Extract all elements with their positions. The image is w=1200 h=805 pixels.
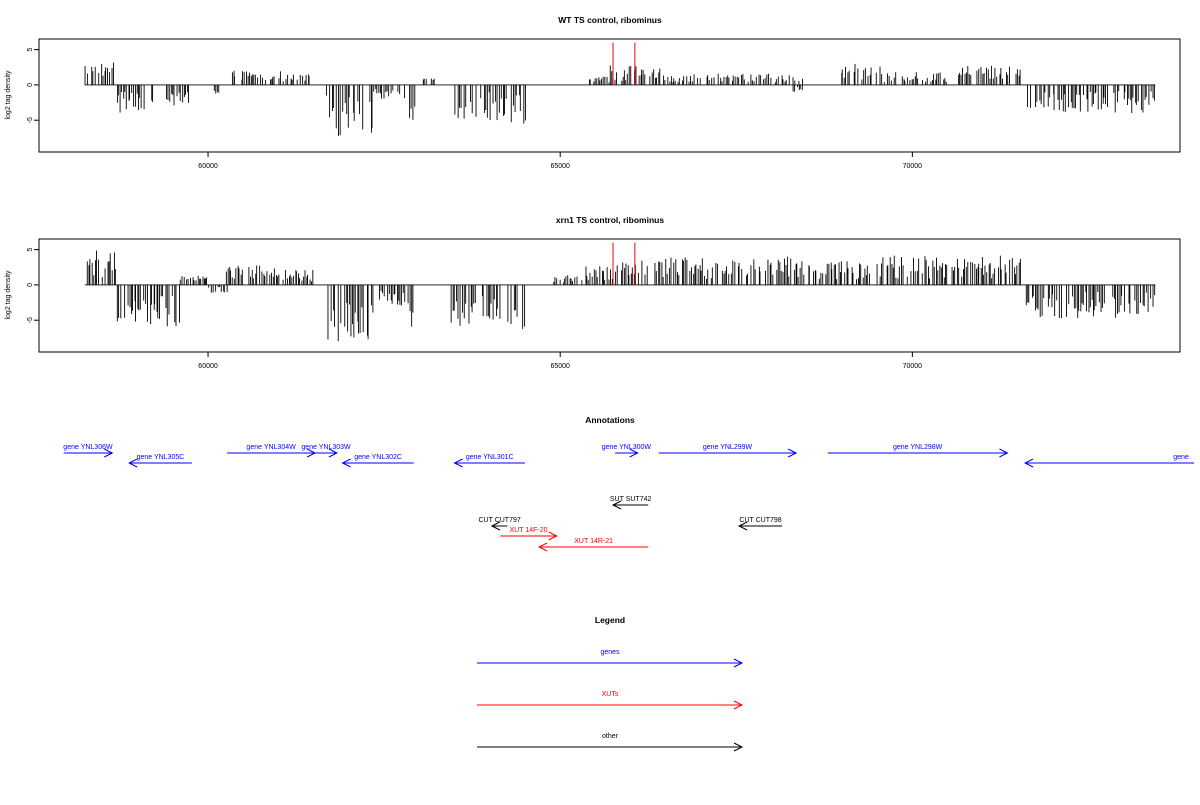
y-tick-label: -5 <box>27 317 34 323</box>
legend-label: genes <box>600 649 620 656</box>
arrow-head-icon <box>537 542 548 552</box>
arrow-head-icon <box>104 448 114 458</box>
genes-label: gene YNL306W <box>63 444 113 451</box>
others-label: CUT CUT797 <box>478 517 520 524</box>
panel-title: WT TS control, ribominus <box>558 15 662 25</box>
arrow-head-icon <box>490 521 501 531</box>
genes-label: gene YNL298W <box>893 444 943 451</box>
genes-feature: gene YNL302C <box>341 454 414 468</box>
plot-frame <box>38 238 1181 353</box>
y-tick-label: -5 <box>27 117 34 123</box>
arrow-head-icon <box>1023 458 1034 468</box>
arrow-head-icon <box>737 521 748 531</box>
arrow-head-icon <box>629 448 639 458</box>
legend-title: Legend <box>595 615 625 625</box>
xuts-feature: XUT 14R-21 <box>537 538 649 552</box>
others-feature: SUT SUT742 <box>610 496 652 510</box>
y-tick-label: 0 <box>27 283 34 287</box>
axes: 60000 65000 70000 5 0 -5 <box>27 48 922 170</box>
genes-feature: gene YNL305C <box>128 454 192 468</box>
panel-title: xrn1 TS control, ribominus <box>556 215 664 225</box>
arrow-head-icon <box>733 700 744 710</box>
x-tick-label: 70000 <box>903 363 923 370</box>
annotation-features: gene YNL306W gene YNL305C gene YNL304W gene… <box>63 444 1195 552</box>
legend-item: XUTs <box>477 691 744 710</box>
others-feature: CUT CUT797 <box>478 517 521 531</box>
legend-item: genes <box>477 649 744 668</box>
arrow-head-icon <box>733 742 744 752</box>
arrow-head-icon <box>341 458 351 468</box>
y-tick-label: 0 <box>27 83 34 87</box>
genes-label: gene YNL300W <box>602 444 652 451</box>
genes-feature: gene YNL303W <box>301 444 351 458</box>
legend-label: other <box>602 733 619 740</box>
xrn1-density-panel: xrn1 TS control, ribominus log2 tag dens… <box>5 215 1181 370</box>
bar-series <box>84 242 1156 342</box>
genes-feature: gene YNL300W <box>602 444 652 458</box>
arrow-head-icon <box>733 658 744 668</box>
bar-series <box>84 42 1156 136</box>
genes-feature: gene YNL306W <box>63 444 114 458</box>
y-axis-label: log2 tag density <box>5 270 12 320</box>
arrow-head-icon <box>999 448 1009 458</box>
legend: Legend genes XUTs other <box>477 615 744 752</box>
genes-label: gene YNL299W <box>703 444 753 451</box>
legend-item: other <box>477 733 744 752</box>
x-tick-label: 60000 <box>198 363 218 370</box>
plot-frame <box>38 38 1181 153</box>
arrow-head-icon <box>787 448 798 458</box>
arrow-head-icon <box>548 531 558 541</box>
others-feature: CUT CUT798 <box>737 517 783 531</box>
x-tick-label: 65000 <box>550 363 570 370</box>
arrow-head-icon <box>128 458 138 468</box>
others-label: SUT SUT742 <box>610 496 652 503</box>
genes-label: gene <box>1173 454 1189 461</box>
genes-feature: gene YNL299W <box>658 444 798 458</box>
genes-feature: gene YNL298W <box>827 444 1009 458</box>
y-axis-label: log2 tag density <box>5 70 12 120</box>
legend-items: genes XUTs other <box>477 649 744 752</box>
y-tick-label: 5 <box>27 248 34 252</box>
x-tick-label: 65000 <box>550 163 570 170</box>
arrow-head-icon <box>611 500 622 510</box>
x-tick-label: 60000 <box>198 163 218 170</box>
annotations-title: Annotations <box>585 415 635 425</box>
y-tick-label: 5 <box>27 48 34 52</box>
genes-label: gene YNL305C <box>137 454 185 461</box>
genes-feature: gene YNL301C <box>453 454 525 468</box>
xuts-label: XUT 14F-20 <box>510 527 548 534</box>
arrow-head-icon <box>328 448 339 458</box>
xuts-feature: XUT 14F-20 <box>500 527 558 541</box>
genes-label: gene YNL301C <box>466 454 514 461</box>
arrow-head-icon <box>453 458 463 468</box>
genes-feature: gene <box>1023 454 1195 468</box>
xuts-label: XUT 14R-21 <box>574 538 613 545</box>
wt-density-panel: WT TS control, ribominus log2 tag densit… <box>5 15 1181 170</box>
genes-label: gene YNL304W <box>246 444 296 451</box>
genes-label: gene YNL302C <box>354 454 402 461</box>
genes-label: gene YNL303W <box>301 444 351 451</box>
axes: 60000 65000 70000 5 0 -5 <box>27 248 922 370</box>
legend-label: XUTs <box>602 691 619 698</box>
others-label: CUT CUT798 <box>739 517 781 524</box>
x-tick-label: 70000 <box>903 163 923 170</box>
